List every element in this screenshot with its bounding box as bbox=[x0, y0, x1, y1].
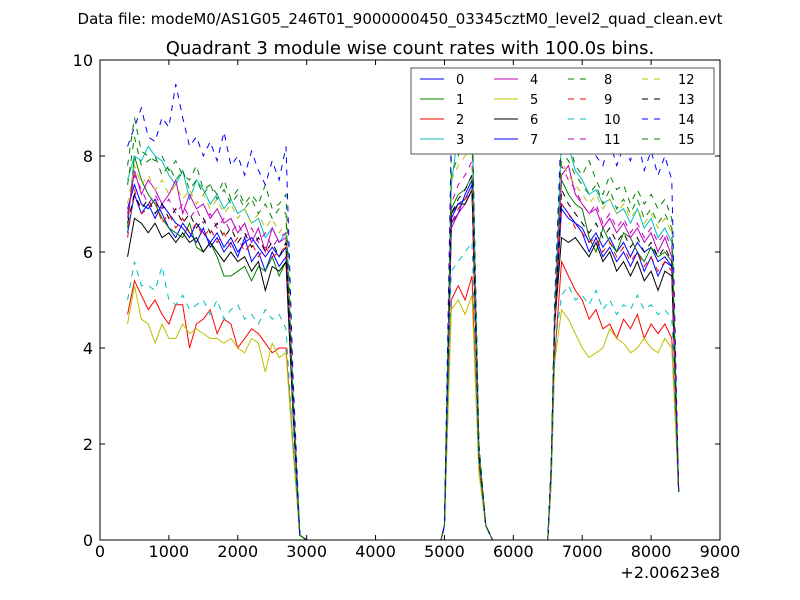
legend-label-0: 0 bbox=[456, 73, 464, 88]
legend-label-5: 5 bbox=[530, 93, 538, 108]
chart-title: Quadrant 3 module wise count rates with … bbox=[166, 38, 655, 59]
series-line-0 bbox=[127, 179, 680, 540]
legend-label-3: 3 bbox=[456, 133, 464, 148]
series-line-12 bbox=[127, 144, 680, 540]
series-line-7 bbox=[127, 184, 680, 540]
legend-label-13: 13 bbox=[678, 93, 695, 108]
legend-box bbox=[410, 67, 715, 155]
series-line-3 bbox=[127, 116, 680, 540]
series-line-15 bbox=[127, 125, 680, 540]
legend-label-11: 11 bbox=[604, 133, 621, 148]
legend-label-15: 15 bbox=[678, 133, 695, 148]
y-tick-label: 0 bbox=[83, 531, 93, 550]
legend-label-14: 14 bbox=[678, 113, 695, 128]
legend-label-1: 1 bbox=[456, 93, 464, 108]
series-line-2 bbox=[127, 259, 680, 540]
x-tick-label: 3000 bbox=[286, 542, 327, 561]
x-tick-label: 5000 bbox=[424, 542, 465, 561]
x-axis-offset-label: +2.00623e8 bbox=[620, 563, 720, 582]
legend-label-2: 2 bbox=[456, 113, 464, 128]
series-line-5 bbox=[127, 285, 680, 540]
plot-frame bbox=[99, 59, 721, 541]
series-lines bbox=[127, 83, 680, 540]
legend-label-8: 8 bbox=[604, 73, 612, 88]
series-line-14 bbox=[127, 83, 680, 540]
series-line-8 bbox=[127, 107, 680, 540]
x-tick-label: 7000 bbox=[562, 542, 603, 561]
legend-label-7: 7 bbox=[530, 133, 538, 148]
legend-label-10: 10 bbox=[604, 113, 621, 128]
legend-label-4: 4 bbox=[530, 73, 538, 88]
x-tick-label: 2000 bbox=[217, 542, 258, 561]
series-line-13 bbox=[127, 174, 680, 540]
legend-label-12: 12 bbox=[678, 73, 695, 88]
y-tick-label: 6 bbox=[83, 243, 93, 262]
y-tick-label: 10 bbox=[73, 51, 93, 70]
y-tick-label: 4 bbox=[83, 339, 93, 358]
legend-label-6: 6 bbox=[530, 113, 538, 128]
legend-label-9: 9 bbox=[604, 93, 612, 108]
x-tick-label: 0 bbox=[95, 542, 105, 561]
x-tick-label: 8000 bbox=[631, 542, 672, 561]
y-tick-label: 8 bbox=[83, 147, 93, 166]
x-tick-label: 9000 bbox=[700, 542, 741, 561]
x-tick-label: 4000 bbox=[355, 542, 396, 561]
y-tick-label: 2 bbox=[83, 435, 93, 454]
data-file-title: Data file: modeM0/AS1G05_246T01_90000004… bbox=[78, 10, 723, 29]
series-line-10 bbox=[127, 240, 680, 540]
axis-ticks: 0 1000 2000 3000 4000 5000 6000 7000 8000 9000 0 2 4… bbox=[73, 51, 741, 561]
x-tick-label: 1000 bbox=[149, 542, 190, 561]
x-tick-label: 6000 bbox=[493, 542, 534, 561]
